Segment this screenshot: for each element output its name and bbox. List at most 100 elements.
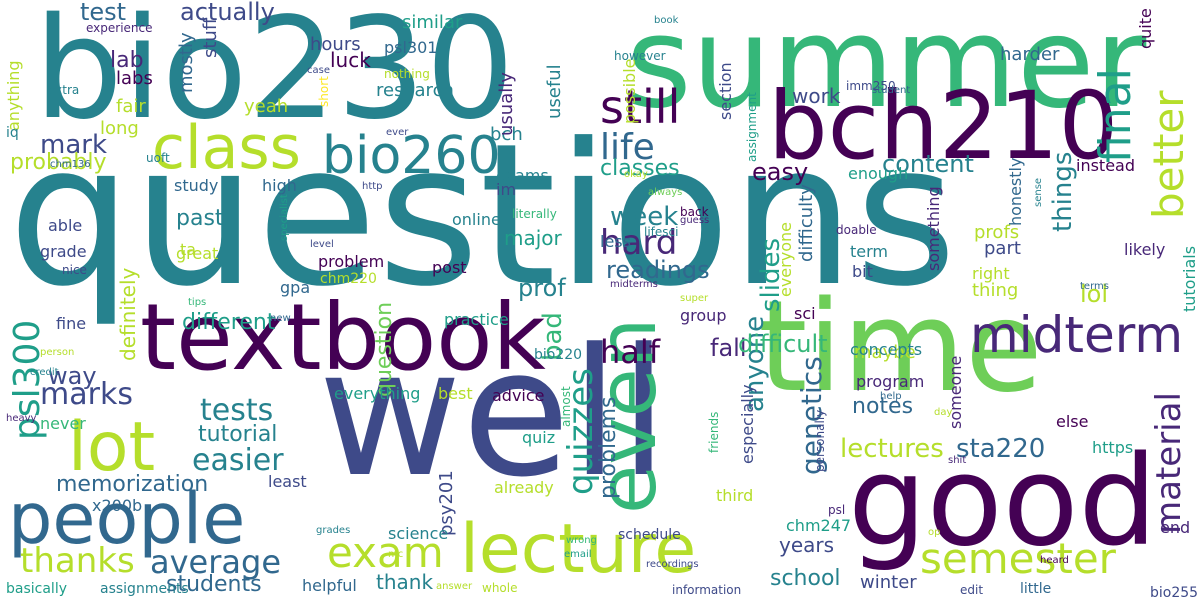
cloud-word: well — [318, 311, 669, 516]
cloud-word: possible — [620, 58, 639, 124]
cloud-word: bio230 — [34, 0, 515, 151]
cloud-word: usually — [496, 72, 517, 136]
cloud-word: fair — [116, 96, 146, 117]
cloud-word: nothing — [384, 67, 430, 81]
cloud-word: exam — [327, 528, 444, 577]
cloud-word: useful — [544, 64, 565, 119]
cloud-word: probably — [10, 150, 107, 175]
cloud-word: post — [432, 258, 467, 277]
cloud-word: high — [262, 176, 297, 195]
cloud-word: anything — [4, 60, 23, 131]
cloud-word: section — [716, 62, 735, 120]
cloud-word: great — [176, 244, 219, 263]
cloud-word: content — [882, 150, 974, 178]
cloud-word: classes — [600, 156, 680, 181]
cloud-word: able — [48, 216, 83, 235]
cloud-word: heard — [1040, 555, 1069, 566]
cloud-word: uoft — [146, 151, 170, 165]
cloud-word: harder — [1000, 44, 1060, 65]
cloud-word: people — [8, 478, 246, 560]
cloud-word: gpa — [280, 278, 311, 297]
cloud-word: life — [600, 127, 655, 168]
cloud-word: way — [48, 362, 97, 390]
cloud-word: difficulty — [796, 184, 817, 262]
cloud-word: https — [1092, 438, 1134, 457]
cloud-word: time — [758, 273, 1043, 420]
cloud-word: winter — [860, 572, 917, 593]
cloud-word: lecture — [460, 510, 697, 589]
cloud-word: bit — [852, 262, 873, 281]
cloud-word: test — [80, 0, 127, 26]
cloud-word: quite — [1136, 8, 1155, 49]
cloud-word: extra — [48, 83, 80, 97]
cloud-word: something — [924, 186, 943, 271]
cloud-word: marks — [40, 377, 133, 412]
cloud-word: lol — [1080, 280, 1109, 308]
cloud-word: okay — [624, 169, 648, 180]
cloud-word: sci — [794, 304, 816, 323]
cloud-word: level — [310, 239, 334, 250]
cloud-word: practice — [444, 310, 509, 329]
cloud-word: schedule — [618, 527, 681, 543]
cloud-word: actually — [180, 0, 275, 26]
cloud-word: credit — [30, 367, 59, 378]
cloud-word: whole — [482, 581, 518, 595]
cloud-word: final — [1090, 68, 1141, 163]
cloud-word: long — [100, 118, 139, 139]
cloud-word: grade — [40, 242, 87, 261]
cloud-word: advice — [492, 386, 545, 405]
cloud-word: basically — [6, 581, 67, 597]
cloud-word: midterms — [610, 279, 658, 290]
cloud-word: recordings — [646, 559, 699, 570]
cloud-word: help — [880, 391, 902, 402]
cloud-word: problem — [318, 252, 385, 271]
cloud-word: little — [1020, 581, 1052, 597]
cloud-word: program — [856, 372, 925, 391]
cloud-word: helpful — [302, 576, 357, 595]
cloud-word: hard — [600, 223, 678, 263]
cloud-word: half — [600, 333, 661, 371]
cloud-word: likely — [1124, 240, 1166, 259]
cloud-word: super — [680, 293, 709, 304]
cloud-word: grades — [316, 525, 351, 536]
cloud-word: chm136 — [50, 159, 91, 170]
cloud-word: end — [1160, 518, 1191, 537]
cloud-word: else — [1056, 412, 1089, 431]
cloud-word: average — [150, 543, 281, 581]
cloud-word: specialist — [279, 194, 290, 241]
cloud-word: best — [438, 384, 473, 403]
cloud-word: similar — [402, 12, 463, 33]
cloud-word: bio255 — [1150, 585, 1199, 600]
cloud-word: summer — [626, 0, 1147, 136]
cloud-word: yeah — [244, 96, 289, 117]
cloud-word: terms — [1080, 281, 1109, 292]
cloud-word: friends — [707, 411, 721, 453]
cloud-word: thank — [376, 570, 434, 594]
cloud-word: heavy — [6, 413, 37, 424]
cloud-word: major — [504, 226, 562, 250]
cloud-word: x200b — [92, 496, 143, 515]
cloud-word: less — [600, 232, 631, 251]
cloud-word: chm220 — [320, 271, 377, 287]
cloud-word: study — [174, 176, 219, 195]
cloud-word: class — [152, 113, 301, 183]
cloud-word: http — [362, 181, 383, 192]
cloud-word: day — [934, 407, 953, 418]
cloud-word: least — [268, 472, 307, 491]
cloud-word: bch — [490, 124, 523, 145]
cloud-word: almost — [559, 386, 573, 427]
cloud-word: lectures — [840, 434, 944, 464]
cloud-word: profs — [974, 222, 1020, 243]
cloud-word: luck — [330, 48, 371, 72]
cloud-word: book — [654, 15, 679, 26]
cloud-word: nice — [62, 263, 87, 277]
cloud-word: exams — [496, 166, 549, 185]
cloud-word: different — [182, 310, 276, 335]
cloud-word: mostly — [176, 32, 197, 93]
cloud-word: lot — [68, 408, 156, 487]
cloud-word: shit — [948, 455, 967, 466]
cloud-word: difficult — [738, 330, 828, 358]
cloud-word: thing — [972, 280, 1019, 301]
cloud-word: tutorial — [198, 422, 278, 447]
cloud-word: years — [779, 533, 835, 557]
